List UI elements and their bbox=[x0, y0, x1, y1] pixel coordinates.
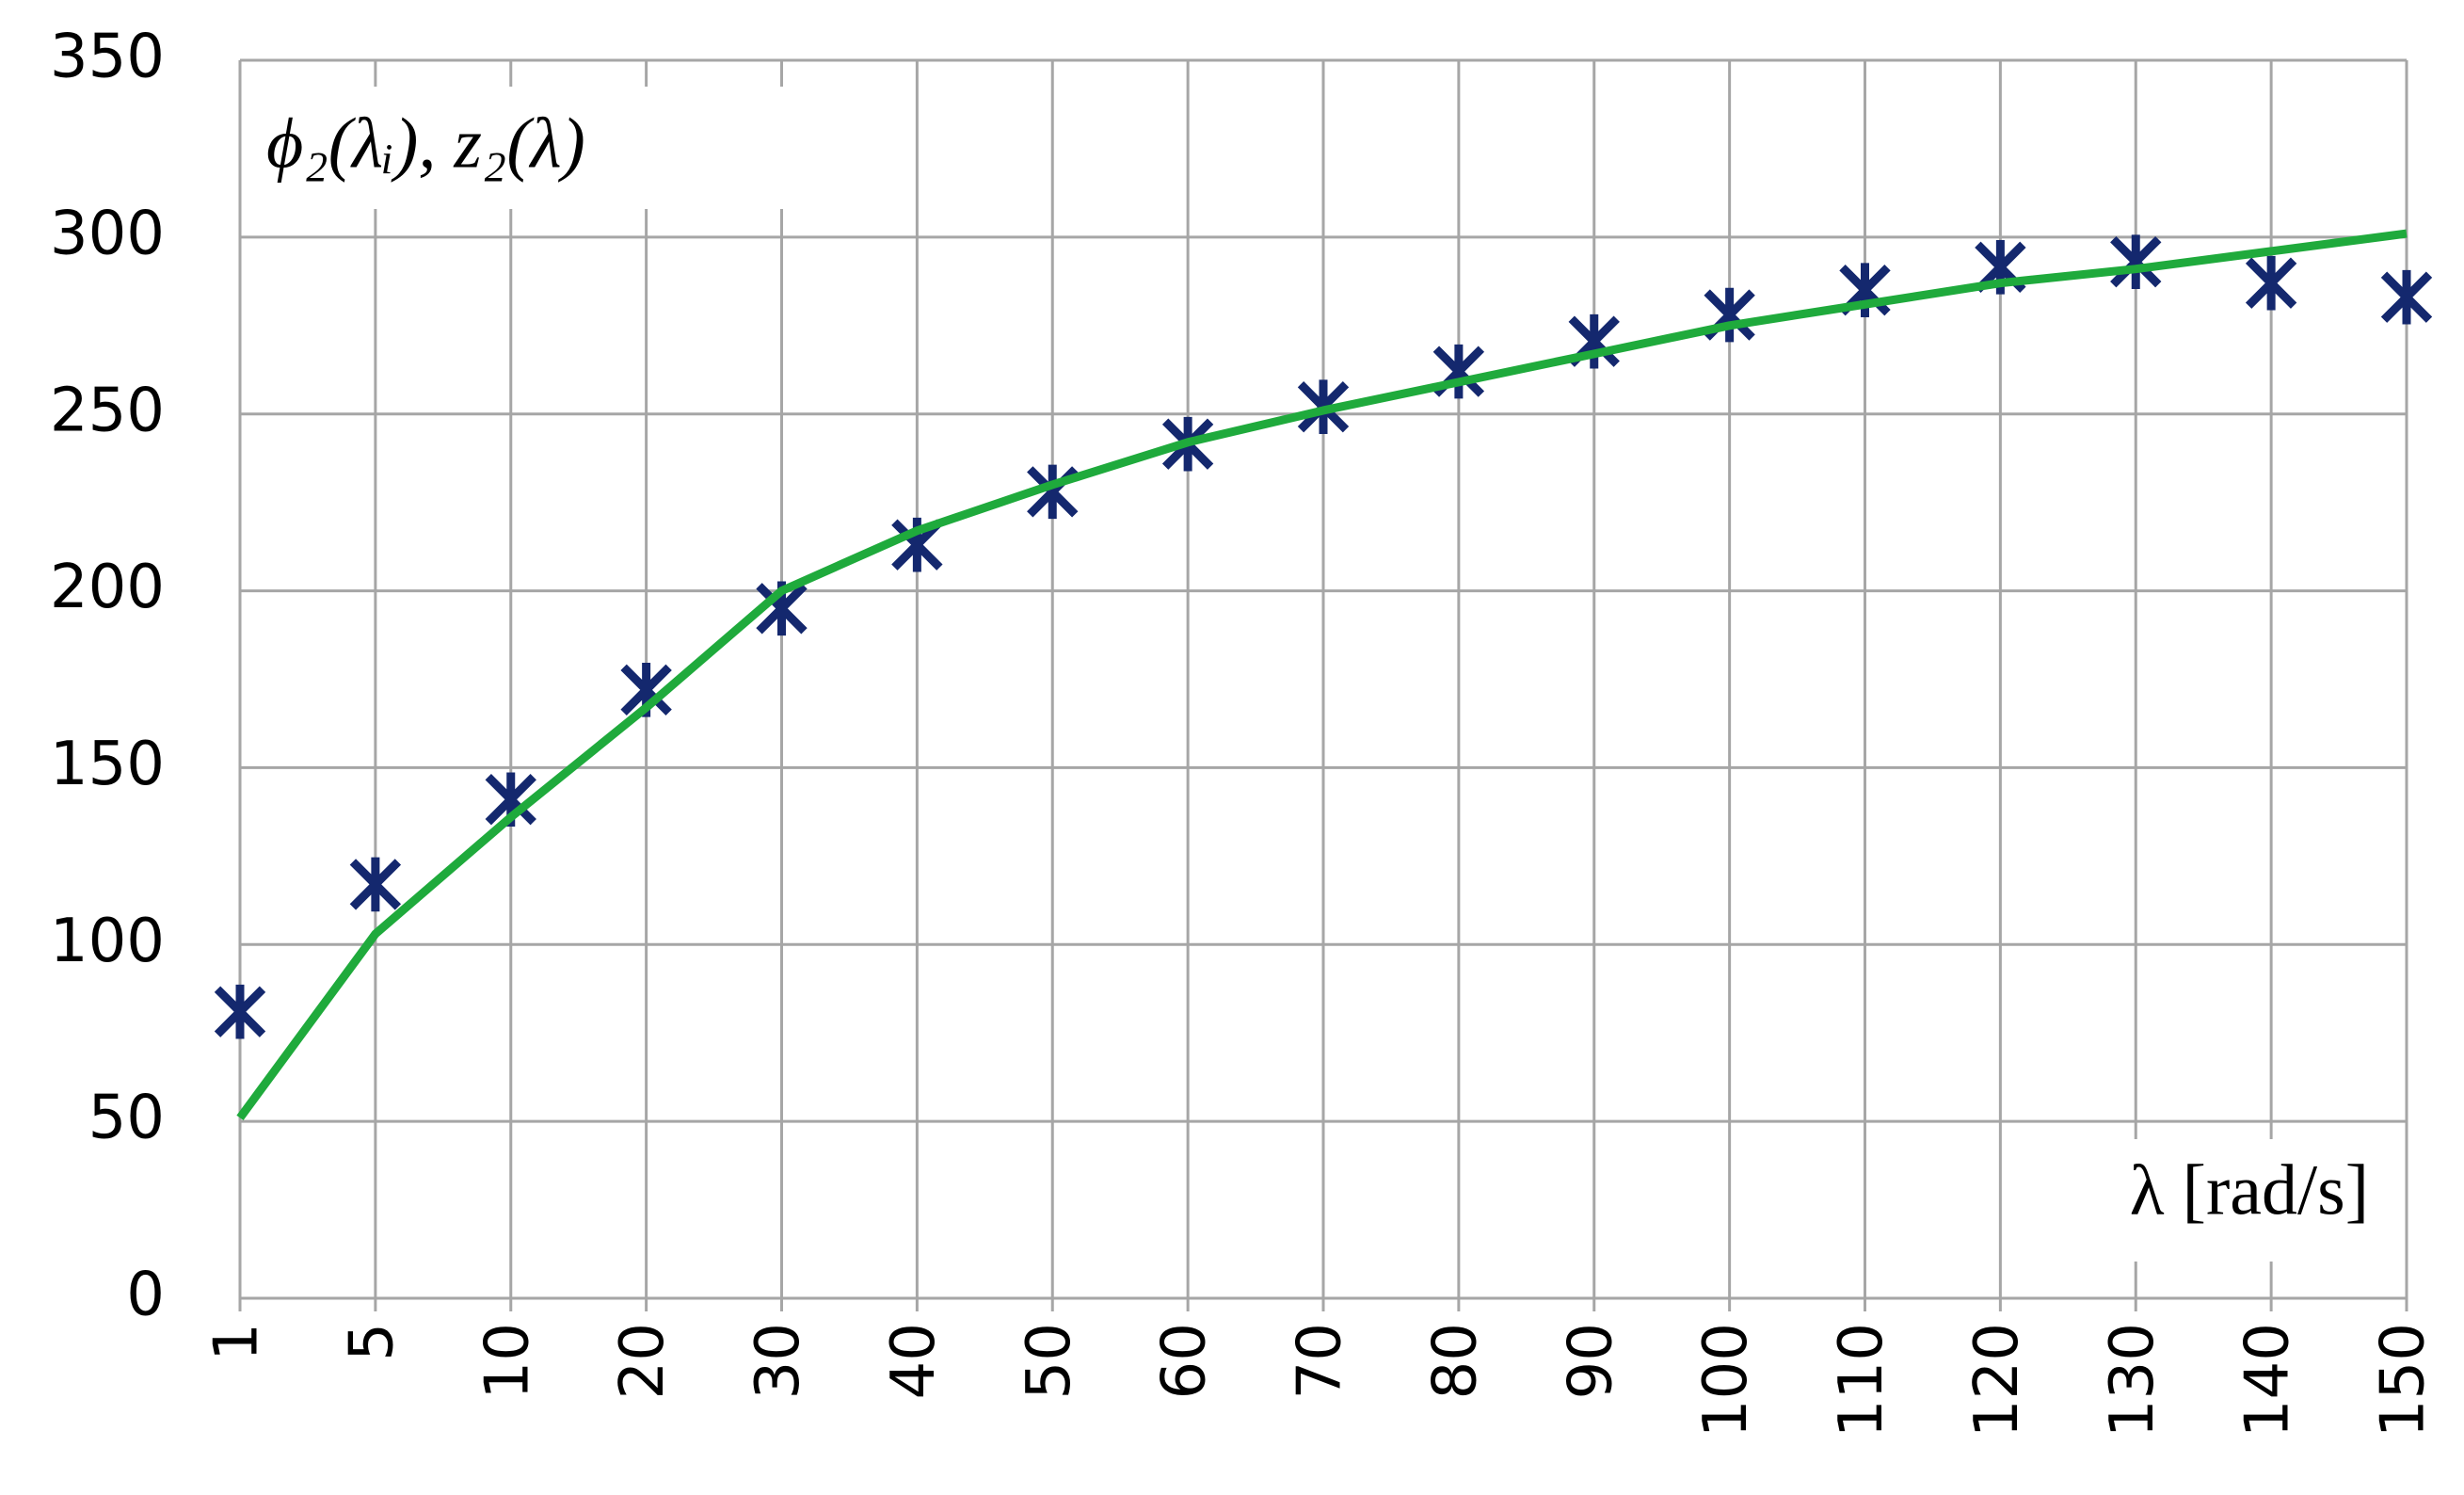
y-tick-label: 150 bbox=[50, 730, 165, 799]
x-tick-label: 110 bbox=[1827, 1323, 1896, 1438]
y-tick-label: 100 bbox=[50, 907, 165, 976]
data-point bbox=[2380, 269, 2433, 325]
data-point bbox=[214, 984, 266, 1039]
labels: 0 50 100 150 200 250 300 350 1 5 10 20 30 40 50 60 70 80 9… bbox=[50, 23, 2439, 1439]
x-tick-label: 100 bbox=[1691, 1323, 1761, 1438]
x-tick-label: 10 bbox=[472, 1323, 542, 1399]
x-tick-label: 20 bbox=[608, 1323, 678, 1399]
data-point bbox=[349, 857, 402, 912]
x-axis-label: λ [rad/s] bbox=[2130, 1150, 2369, 1230]
data-point bbox=[1704, 287, 1755, 343]
x-label-box bbox=[2030, 1139, 2388, 1262]
x-tick-label: 30 bbox=[744, 1323, 813, 1399]
y-tick-label: 250 bbox=[50, 376, 165, 445]
y-label-box bbox=[259, 87, 786, 209]
data-line bbox=[236, 229, 2408, 1121]
plot-area bbox=[214, 229, 2433, 1121]
x-tick-label: 70 bbox=[1286, 1323, 1355, 1399]
x-tick-label: 150 bbox=[2369, 1323, 2439, 1438]
y-axis-label: ϕ₂(λᵢ), z₂(λ) bbox=[266, 104, 585, 183]
y-tick-label: 50 bbox=[88, 1084, 165, 1153]
x-tick-label: 1 bbox=[202, 1323, 272, 1361]
x-tick-label: 140 bbox=[2233, 1323, 2303, 1438]
data-point bbox=[1432, 344, 1485, 399]
x-tick-label: 60 bbox=[1150, 1323, 1220, 1399]
data-point bbox=[2245, 255, 2297, 311]
data-point bbox=[2110, 234, 2162, 289]
x-tick-label: 80 bbox=[1420, 1323, 1490, 1399]
y-tick-label: 200 bbox=[50, 553, 165, 622]
x-tick-label: 5 bbox=[337, 1323, 407, 1361]
y-tick-label: 300 bbox=[50, 199, 165, 268]
x-tick-label: 90 bbox=[1556, 1323, 1625, 1399]
grid bbox=[238, 58, 2408, 1311]
y-tick-label: 350 bbox=[50, 23, 165, 92]
y-tick-label: 0 bbox=[126, 1261, 165, 1330]
x-tick-label: 130 bbox=[2098, 1323, 2168, 1438]
x-tick-label: 50 bbox=[1015, 1323, 1084, 1399]
x-tick-label: 40 bbox=[879, 1323, 949, 1399]
x-tick-label: 120 bbox=[1962, 1323, 2032, 1438]
